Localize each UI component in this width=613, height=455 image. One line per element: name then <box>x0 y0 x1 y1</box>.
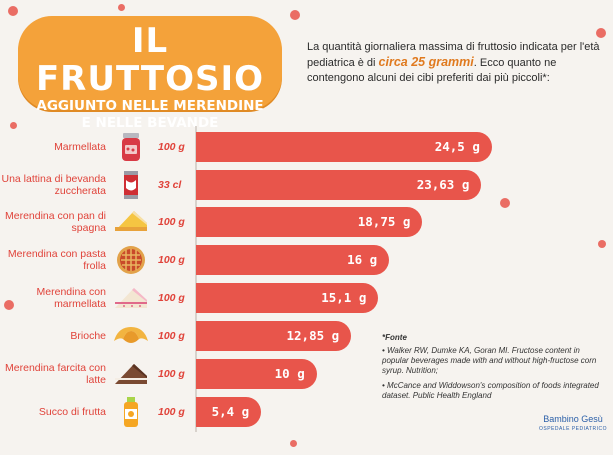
intro-highlight: circa 25 grammi <box>378 55 474 69</box>
chocolate-cake-icon <box>115 364 147 384</box>
brand-logo: Bambino Gesù OSPEDALE PEDIATRICO <box>535 414 611 434</box>
sponge-cake-icon <box>115 211 147 231</box>
category-label: Merendina con pan di spagna <box>5 210 106 234</box>
jam-jar-icon <box>122 133 140 161</box>
brand-subtitle: OSPEDALE PEDIATRICO <box>538 426 608 432</box>
quantity-label: 100 g <box>158 292 185 304</box>
bar: 12,85 g <box>196 321 352 351</box>
bar-value-label: 18,75 g <box>357 214 411 229</box>
bar-value-label: 16 g <box>347 252 378 267</box>
category-label: Marmellata <box>54 141 106 153</box>
intro-part2: . Ecco quanto ne contengono alcuni dei c… <box>307 57 557 84</box>
chart-row: Una lattina di bevanda zuccherata 33 cl … <box>0 168 613 202</box>
decorative-dot <box>290 440 297 447</box>
decorative-dot <box>10 122 17 129</box>
bar-value-label: 5,4 g <box>211 404 250 419</box>
page-title: IL FRUTTOSIO <box>35 21 265 99</box>
source-title: *Fonte <box>382 333 407 342</box>
bar-value-label: 24,5 g <box>434 139 480 154</box>
bar: 5,4 g <box>196 397 262 427</box>
chart-row: Merendina con pasta frolla 100 g 16 g <box>0 243 613 277</box>
quantity-label: 33 cl <box>158 179 182 191</box>
chart-row: Merendina farcita con latte 100 g 10 g <box>0 357 613 391</box>
chart-axis-line <box>195 126 197 432</box>
chart-row: Brioche 100 g 12,85 g <box>0 319 613 353</box>
bar: 23,63 g <box>196 170 482 200</box>
bar-value-label: 10 g <box>274 366 305 381</box>
quantity-label: 100 g <box>158 406 185 418</box>
bar: 15,1 g <box>196 283 379 313</box>
bar-value-label: 15,1 g <box>321 290 367 305</box>
category-label: Merendina con marmellata <box>36 286 106 310</box>
source-item: • McCance and Widdowson's composition of… <box>382 381 599 400</box>
category-label: Merendina farcita con latte <box>5 362 106 386</box>
decorative-dot <box>598 240 606 248</box>
quantity-label: 100 g <box>158 216 185 228</box>
quantity-label: 100 g <box>158 330 185 342</box>
decorative-dot <box>500 198 510 208</box>
bar: 24,5 g <box>196 132 492 162</box>
quantity-label: 100 g <box>158 368 185 380</box>
chart-row: Succo di frutta 100 g 5,4 g <box>0 395 613 429</box>
chart-row: Merendina con pan di spagna 100 g 18,75 … <box>0 205 613 239</box>
category-label: Merendina con pasta frolla <box>7 248 106 272</box>
chart-row: Marmellata 100 g 24,5 g <box>0 130 613 164</box>
bar: 16 g <box>196 245 390 275</box>
decorative-dot <box>596 28 606 38</box>
decorative-dot <box>290 10 300 20</box>
juice-bottle-icon <box>124 397 138 427</box>
bar: 18,75 g <box>196 207 423 237</box>
category-label: Una lattina di bevanda zuccherata <box>1 173 107 197</box>
decorative-dot <box>118 4 125 11</box>
source-notes: *Fonte • Walker RW, Dumke KA, Goran MI. … <box>382 333 607 406</box>
soda-can-icon <box>124 171 138 199</box>
intro-part1: La quantità giornaliera massima di frutt… <box>307 41 600 69</box>
quantity-label: 100 g <box>158 141 185 153</box>
brand-name: Bambino Gesù <box>543 414 603 424</box>
page-subtitle-line1: AGGIUNTO NELLE MERENDINE <box>36 98 264 114</box>
croissant-icon <box>114 327 148 343</box>
decorative-dot <box>4 300 14 310</box>
category-label: Succo di frutta <box>38 406 106 418</box>
intro-text: La quantità giornaliera massima di frutt… <box>307 40 607 86</box>
category-label: Brioche <box>70 330 106 342</box>
source-item: • Walker RW, Dumke KA, Goran MI. Fructos… <box>382 346 597 375</box>
chart-row: Merendina con marmellata 100 g 15,1 g <box>0 281 613 315</box>
tart-icon <box>117 246 145 274</box>
bar: 10 g <box>196 359 317 389</box>
quantity-label: 100 g <box>158 254 185 266</box>
title-badge: IL FRUTTOSIO AGGIUNTO NELLE MERENDINE E … <box>18 16 282 131</box>
decorative-dot <box>8 6 18 16</box>
jam-cake-icon <box>115 288 147 308</box>
bar-value-label: 23,63 g <box>416 177 470 192</box>
page-subtitle-line2: E NELLE BEVANDE <box>81 115 219 131</box>
bar-value-label: 12,85 g <box>286 328 340 343</box>
